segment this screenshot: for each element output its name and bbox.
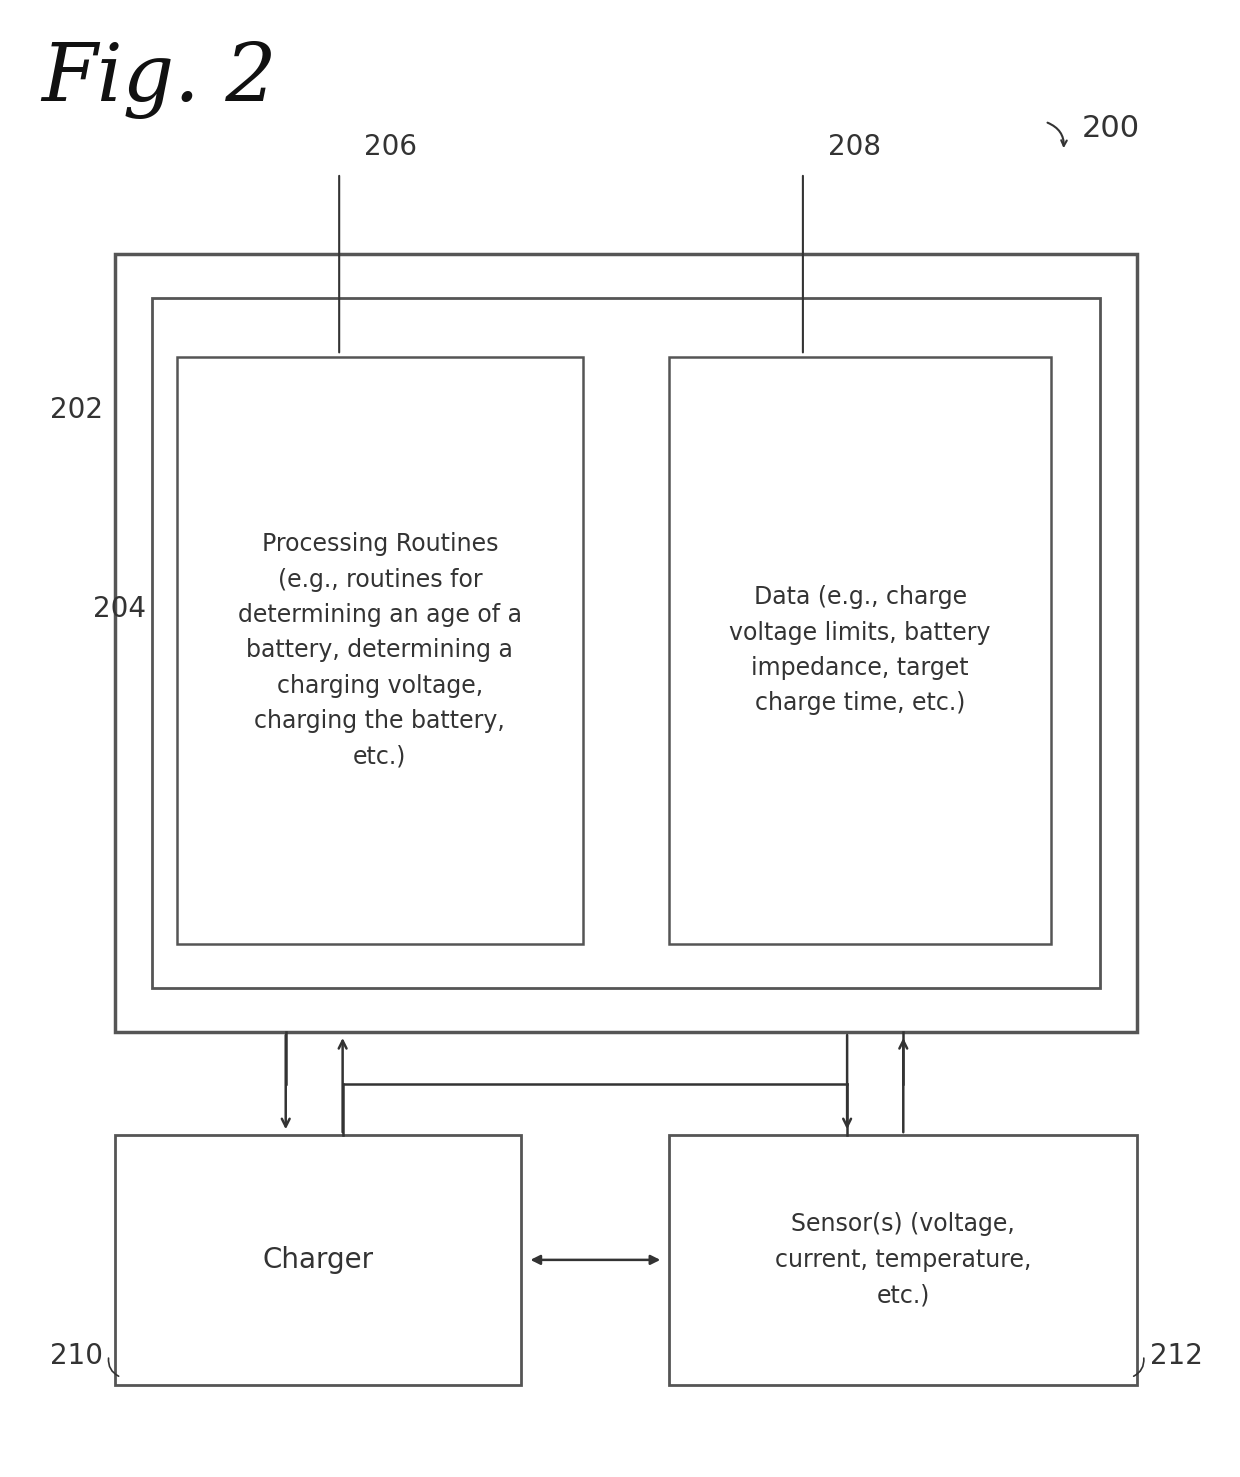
Text: 200: 200 xyxy=(1081,114,1140,143)
Bar xyxy=(670,356,1052,944)
Text: 204: 204 xyxy=(93,595,146,622)
Text: Data (e.g., charge
voltage limits, battery
impedance, target
charge time, etc.): Data (e.g., charge voltage limits, batte… xyxy=(729,585,991,715)
Bar xyxy=(115,1134,522,1385)
Text: 202: 202 xyxy=(50,396,103,424)
Text: 210: 210 xyxy=(50,1343,103,1371)
Text: Fig. 2: Fig. 2 xyxy=(41,41,277,118)
Text: 208: 208 xyxy=(827,133,880,161)
Text: Processing Routines
(e.g., routines for
determining an age of a
battery, determi: Processing Routines (e.g., routines for … xyxy=(238,532,522,768)
Text: Charger: Charger xyxy=(263,1247,373,1273)
Bar xyxy=(176,356,583,944)
Bar xyxy=(153,298,1100,988)
Text: 212: 212 xyxy=(1149,1343,1203,1371)
Text: 206: 206 xyxy=(363,133,417,161)
Text: Sensor(s) (voltage,
current, temperature,
etc.): Sensor(s) (voltage, current, temperature… xyxy=(775,1213,1032,1307)
Bar xyxy=(670,1134,1137,1385)
Bar xyxy=(115,254,1137,1032)
